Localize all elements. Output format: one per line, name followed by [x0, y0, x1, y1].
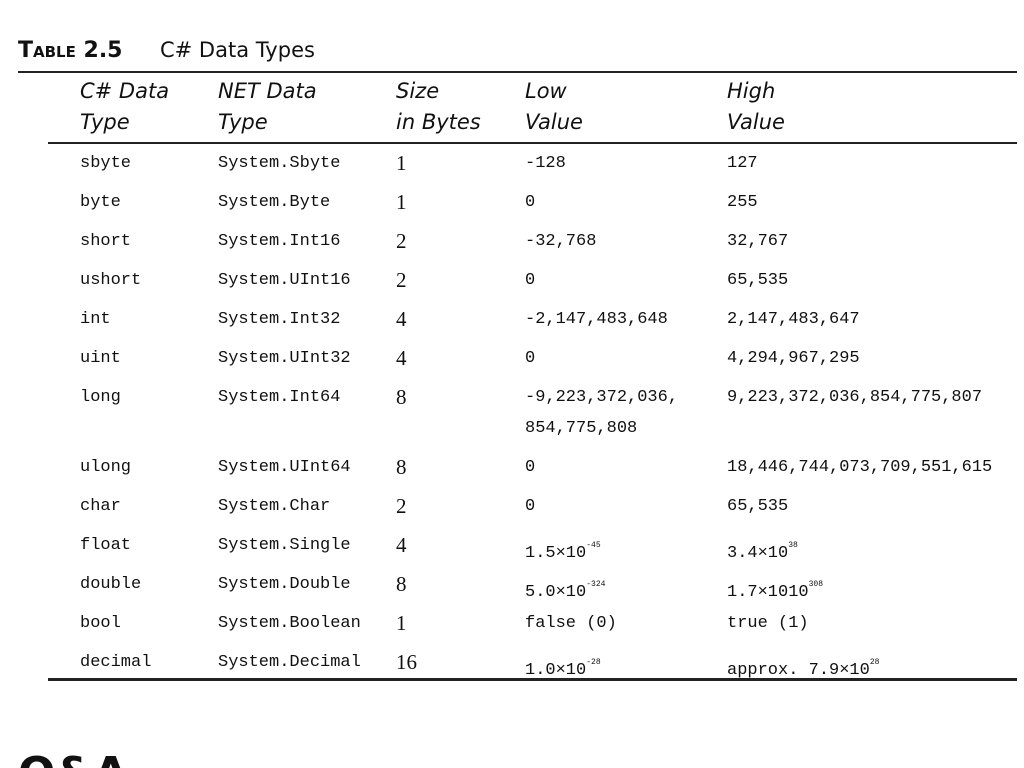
- cell: System.Int32: [218, 310, 341, 329]
- cell: byte: [80, 193, 121, 212]
- cell-base: 1.7×1010: [727, 583, 809, 602]
- cell: decimal: [80, 653, 152, 672]
- cell: -32,768: [525, 232, 597, 251]
- cell: 1: [396, 151, 407, 175]
- cell: 4: [396, 346, 407, 370]
- column-header: High: [727, 79, 776, 103]
- cell: 2,147,483,647: [727, 310, 860, 329]
- cell-exponent: 28: [869, 658, 880, 667]
- column-header: Value: [727, 110, 785, 134]
- cell-base: 3.4×10: [727, 544, 789, 563]
- cell: 255: [727, 193, 758, 212]
- cell: char: [80, 497, 121, 516]
- cell: sbyte: [80, 154, 132, 173]
- cell: 8: [396, 455, 407, 479]
- cell: double: [80, 575, 142, 594]
- cell-exponent: 308: [808, 580, 824, 589]
- header-rule: [48, 142, 1017, 144]
- cell: System.Int64: [218, 388, 341, 407]
- cell: ulong: [80, 458, 132, 477]
- cell-exponent: -28: [586, 658, 601, 667]
- column-header: in Bytes: [396, 110, 481, 134]
- cell: 2: [396, 494, 407, 518]
- column-header: Size: [396, 79, 440, 103]
- cell: System.UInt64: [218, 458, 351, 477]
- cell: true (1): [727, 614, 809, 633]
- cell: 8: [396, 385, 407, 409]
- cell: 16: [396, 650, 417, 674]
- cell-line: -9,223,372,036,: [525, 388, 679, 407]
- cell: System.Decimal: [218, 653, 361, 672]
- column-header: NET Data: [218, 79, 317, 103]
- cell: System.UInt32: [218, 349, 351, 368]
- cell: System.UInt16: [218, 271, 351, 290]
- cell: 0: [525, 193, 536, 212]
- cell: System.Byte: [218, 193, 331, 212]
- cell: 1.5×10-45: [525, 530, 601, 569]
- cell: System.Single: [218, 536, 351, 555]
- cell: 8: [396, 572, 407, 596]
- cell: 4: [396, 533, 407, 557]
- cell-exponent: 38: [788, 541, 798, 550]
- cell: 65,535: [727, 497, 789, 516]
- cell: System.Double: [218, 575, 351, 594]
- cell: 127: [727, 154, 758, 173]
- cell: -128: [525, 154, 566, 173]
- cell: 9,223,372,036,854,775,807: [727, 388, 983, 407]
- cell: System.Int16: [218, 232, 341, 251]
- cell: uint: [80, 349, 121, 368]
- cell: bool: [80, 614, 121, 633]
- cell: int: [80, 310, 111, 329]
- cell: 4,294,967,295: [727, 349, 860, 368]
- cell-base: 1.0×10: [525, 661, 587, 680]
- cell: approx. 7.9×1028: [727, 647, 879, 686]
- cell: 0: [525, 349, 536, 368]
- top-rule: [18, 71, 1017, 73]
- cell: 1.0×10-28: [525, 647, 601, 686]
- column-header: C# Data: [80, 79, 170, 103]
- table-title: C# Data Types: [160, 38, 315, 62]
- cell: 5.0×10-324: [525, 569, 605, 608]
- cell: 1: [396, 190, 407, 214]
- cell: 2: [396, 268, 407, 292]
- cell: float: [80, 536, 132, 555]
- cell-base: 5.0×10: [525, 583, 587, 602]
- cell-exponent: -45: [586, 541, 601, 550]
- cell: short: [80, 232, 132, 251]
- cell: System.Boolean: [218, 614, 361, 633]
- bottom-rule: [48, 678, 1017, 681]
- cell: 1: [396, 611, 407, 635]
- cell: long: [80, 388, 121, 407]
- cell: 0: [525, 271, 536, 290]
- next-heading: Q&A: [18, 748, 128, 768]
- table-label: Table 2.5: [18, 38, 123, 63]
- cell: 4: [396, 307, 407, 331]
- cell-base: approx. 7.9×10: [727, 661, 870, 680]
- cell: 0: [525, 497, 536, 516]
- cell: 1.7×1010308: [727, 569, 823, 608]
- cell: 0: [525, 458, 536, 477]
- cell-line: 854,775,808: [525, 419, 638, 438]
- cell-base: 1.5×10: [525, 544, 587, 563]
- column-header: Low: [525, 79, 567, 103]
- cell: System.Sbyte: [218, 154, 341, 173]
- column-header: Value: [525, 110, 583, 134]
- column-header: Type: [218, 110, 268, 134]
- cell: false (0): [525, 614, 617, 633]
- column-header: Type: [80, 110, 130, 134]
- cell: 18,446,744,073,709,551,615: [727, 458, 993, 477]
- cell: -2,147,483,648: [525, 310, 668, 329]
- cell: System.Char: [218, 497, 331, 516]
- cell: 3.4×1038: [727, 530, 798, 569]
- cell: ushort: [80, 271, 142, 290]
- cell-exponent: -324: [586, 580, 606, 589]
- cell: 65,535: [727, 271, 789, 290]
- cell: 32,767: [727, 232, 789, 251]
- cell: 2: [396, 229, 407, 253]
